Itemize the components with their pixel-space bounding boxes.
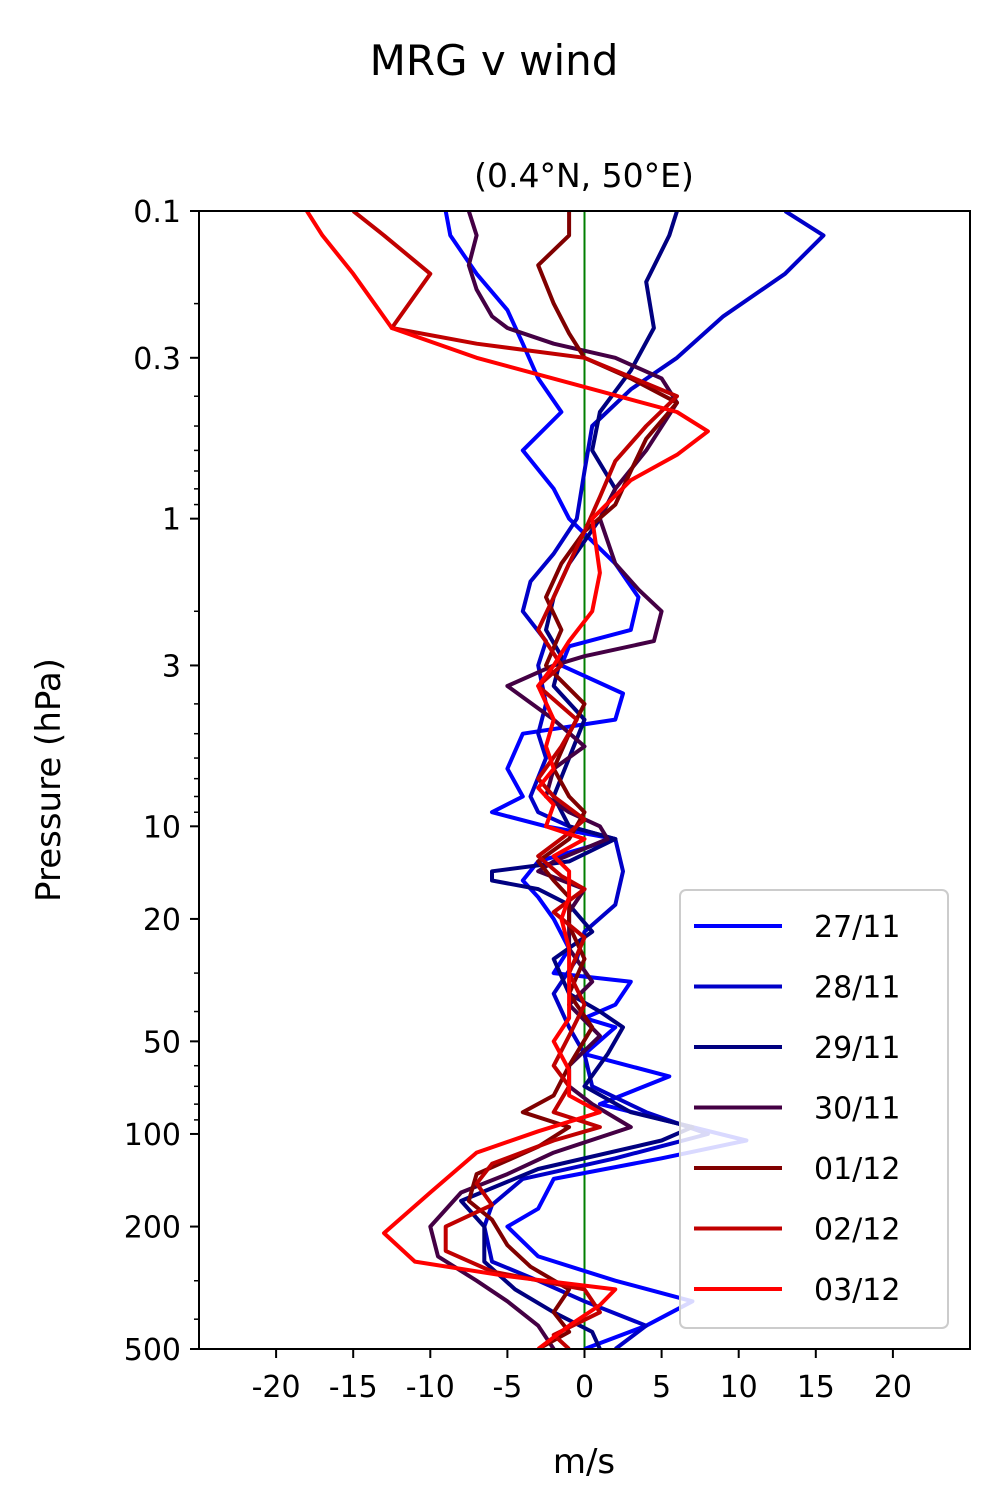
legend-label: 30/11 [814,1092,900,1127]
legend-label: 03/12 [814,1273,900,1308]
x-axis-ticks: -20 -15 -10 -5 0 5 10 15 20 [252,1349,912,1405]
x-tick-label: -10 [406,1370,455,1405]
x-axis-label: m/s [553,1442,615,1482]
x-tick-label: -20 [252,1370,301,1405]
plot-frame [198,210,971,1350]
legend: 27/11 28/11 29/11 30/11 01/12 02/12 03/12 [679,889,949,1329]
legend-label: 01/12 [814,1152,900,1187]
series-line-4 [428,211,679,1349]
x-tick-label: -15 [329,1370,378,1405]
y-tick-label: 0.1 [133,195,181,230]
y-tick-label: 50 [143,1025,181,1060]
x-tick-label: 10 [720,1370,758,1405]
y-tick-label: 100 [124,1118,181,1153]
y-tick-label: 200 [124,1211,181,1246]
x-tick-label: 15 [797,1370,835,1405]
x-tick-label: 20 [874,1370,912,1405]
legend-entries: 27/11 28/11 29/11 30/11 01/12 02/12 03/12 [694,910,900,1308]
series-line-5 [466,211,679,1349]
y-axis-ticks: 0.1 0.3 1 3 10 20 50 100 200 500 [124,195,199,1368]
series-line-3 [459,211,695,1349]
y-tick-label: 500 [124,1333,181,1368]
y-tick-label: 3 [162,649,181,684]
y-tick-label: 1 [162,503,181,538]
legend-label: 29/11 [814,1031,900,1066]
figure-title: MRG v wind [370,36,619,85]
legend-frame [679,889,949,1329]
legend-label: 27/11 [814,910,900,945]
x-tick-label: 5 [652,1370,671,1405]
y-axis-label: Pressure (hPa) [29,658,69,902]
series-line-7 [305,211,710,1349]
legend-label: 02/12 [814,1213,900,1248]
y-tick-label: 0.3 [133,342,181,377]
series-lines [305,211,826,1349]
plot-title: (0.4°N, 50°E) [474,156,694,195]
y-tick-label: 10 [143,810,181,845]
y-tick-label: 20 [143,903,181,938]
x-tick-label: 0 [575,1370,594,1405]
x-tick-label: -5 [492,1370,522,1405]
legend-label: 28/11 [814,971,900,1006]
series-line-6 [351,211,679,1349]
